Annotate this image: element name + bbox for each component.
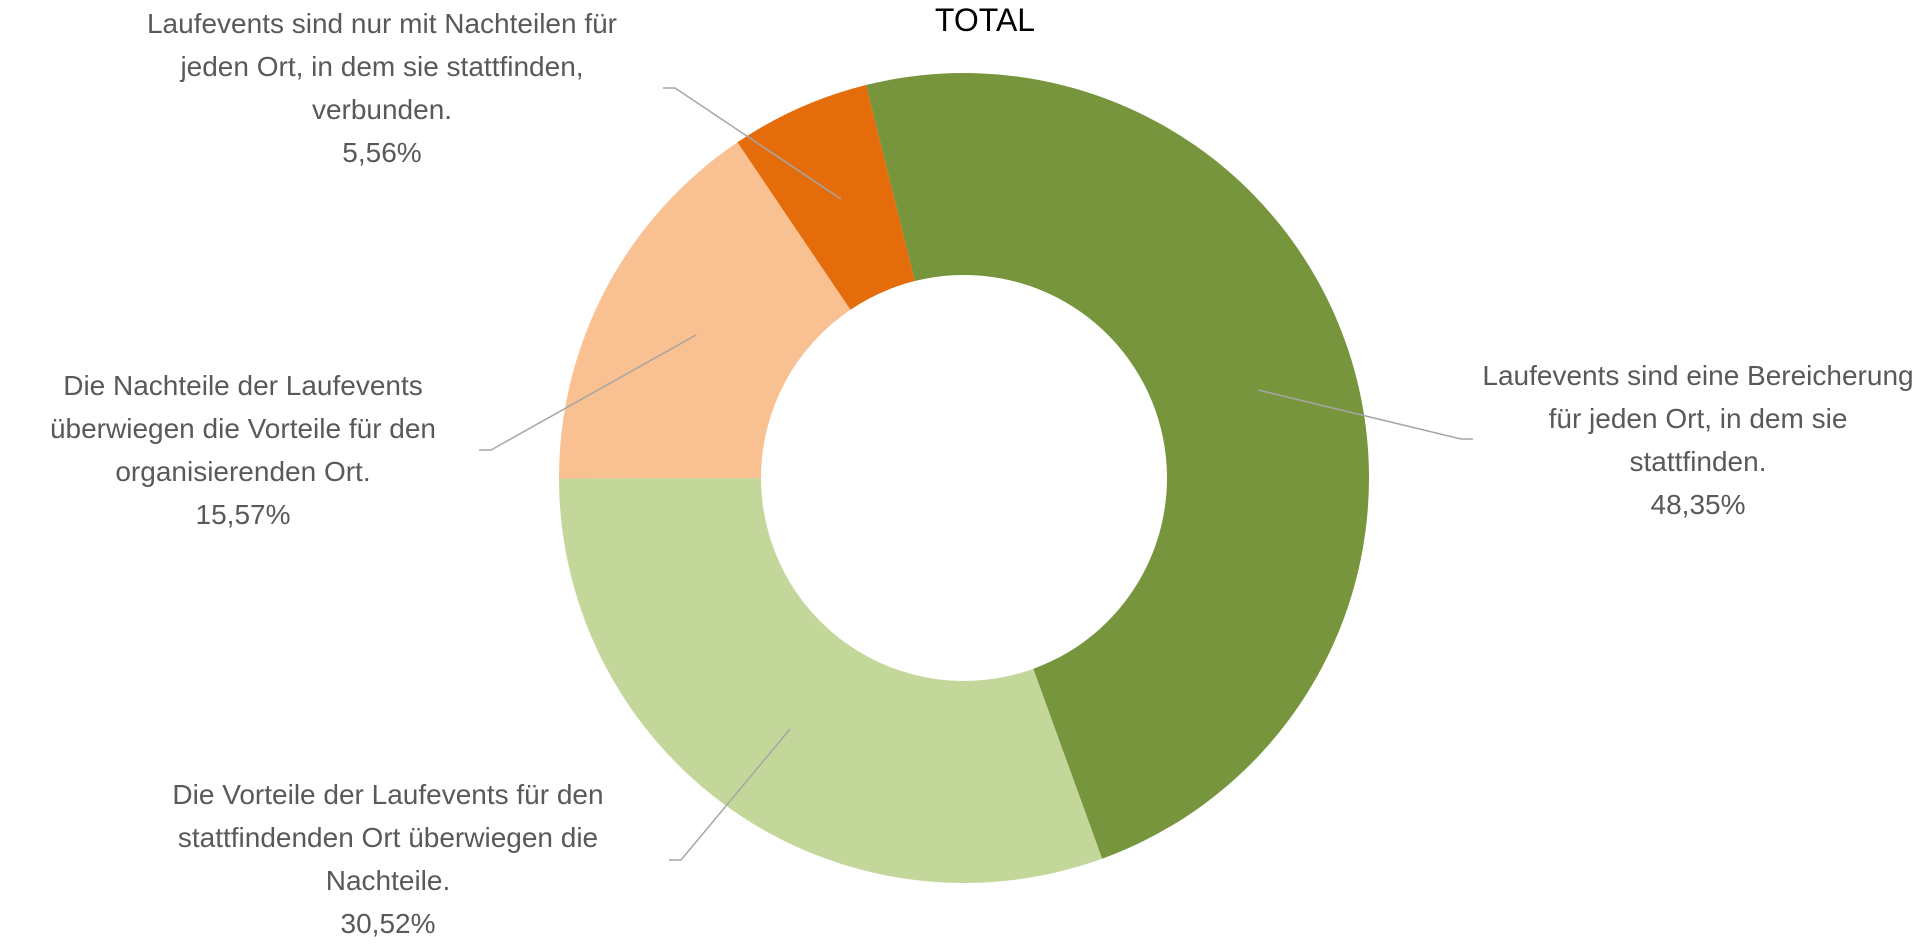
value-label: 48,35% [1650, 489, 1746, 520]
category-label: Die Vorteile der Laufevents für den stat… [172, 779, 604, 896]
value-label: 30,52% [340, 908, 436, 939]
slice-label: Laufevents sind nur mit Nachteilen für j… [120, 2, 645, 174]
donut-slice [866, 72, 1370, 859]
leader-line [1257, 389, 1473, 440]
category-label: Laufevents sind eine Bereicherung für je… [1482, 360, 1914, 477]
value-label: 5,56% [342, 137, 422, 168]
donut-slice [737, 85, 915, 310]
category-label: Laufevents sind nur mit Nachteilen für j… [146, 8, 618, 125]
slice-label: Die Nachteile der Laufevents überwiegen … [11, 364, 476, 536]
category-label: Die Nachteile der Laufevents überwiegen … [49, 370, 437, 487]
donut-slice [559, 478, 1103, 884]
leader-line [663, 87, 842, 200]
donut-slice [559, 142, 851, 479]
leader-line [479, 334, 697, 451]
chart-title: TOTAL [934, 2, 1036, 38]
value-label: 15,57% [195, 499, 291, 530]
slice-label: Die Vorteile der Laufevents für den stat… [133, 773, 643, 945]
leader-line [669, 728, 791, 861]
slice-label: Laufevents sind eine Bereicherung für je… [1478, 354, 1918, 526]
